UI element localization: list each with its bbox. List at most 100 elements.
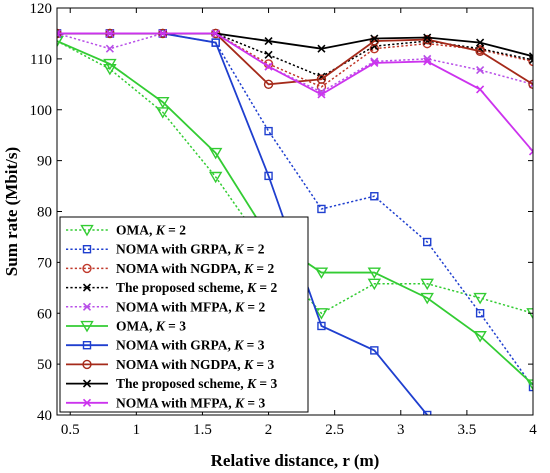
series-5 bbox=[57, 29, 533, 97]
data-point bbox=[314, 308, 329, 320]
legend-marker bbox=[82, 302, 92, 311]
data-point bbox=[317, 204, 326, 214]
data-point bbox=[370, 192, 379, 201]
y-tick-label: 80 bbox=[37, 205, 52, 221]
data-point bbox=[316, 74, 327, 84]
ticks-layer: 0.5 1 1.5 2 2.5 3 3.5 4 40 50 60 70 80 90 100 110 120 bbox=[30, 1, 538, 438]
y-axis-label: Sum rate (Mbit/s) bbox=[2, 147, 21, 276]
data-point bbox=[317, 87, 326, 97]
data-point bbox=[208, 147, 223, 160]
data-point bbox=[473, 331, 487, 343]
data-point bbox=[528, 147, 533, 156]
x-tick-label: 1 bbox=[133, 422, 141, 438]
y-tick-label: 90 bbox=[37, 154, 52, 170]
data-point bbox=[423, 33, 432, 42]
data-point bbox=[526, 379, 533, 391]
data-point bbox=[473, 292, 487, 305]
legend-item: NOMA with MFPA, K = 2 bbox=[66, 299, 265, 314]
data-point bbox=[105, 29, 114, 38]
legend-item: NOMA with GRPA, K = 3 bbox=[66, 338, 265, 353]
series-line bbox=[57, 32, 533, 93]
legend-label: NOMA with NGDPA, K = 3 bbox=[116, 357, 274, 372]
data-point bbox=[264, 62, 273, 71]
legend-label: OMA, K = 2 bbox=[116, 223, 186, 238]
legend-item: OMA, K = 3 bbox=[66, 319, 186, 334]
data-point bbox=[476, 85, 485, 94]
data-point bbox=[264, 37, 273, 46]
data-point bbox=[314, 267, 329, 279]
data-point bbox=[369, 36, 380, 46]
legend-marker bbox=[82, 283, 92, 292]
y-tick-label: 60 bbox=[37, 306, 52, 322]
x-axis-label: Relative distance, r (m) bbox=[211, 451, 380, 470]
data-point bbox=[370, 58, 379, 68]
legend-label: NOMA with NGDPA, K = 2 bbox=[116, 261, 274, 276]
data-point bbox=[528, 56, 533, 67]
legend-item: NOMA with MFPA, K = 3 bbox=[66, 395, 265, 410]
x-tick-label: 3.5 bbox=[458, 422, 477, 438]
legend-label: NOMA with MFPA, K = 3 bbox=[116, 395, 265, 410]
data-point bbox=[105, 44, 114, 53]
legend-marker bbox=[80, 320, 94, 333]
data-point bbox=[317, 44, 326, 53]
x-tick-label: 4 bbox=[529, 422, 537, 438]
legend-marker bbox=[82, 398, 92, 407]
legend-item: The proposed scheme, K = 2 bbox=[66, 280, 277, 295]
data-point bbox=[156, 97, 170, 109]
legend-label: OMA, K = 3 bbox=[116, 319, 186, 334]
data-point bbox=[264, 171, 273, 181]
legend-item: OMA, K = 2 bbox=[66, 223, 186, 238]
x-tick-label: 2 bbox=[265, 422, 273, 438]
data-point bbox=[528, 79, 533, 90]
legend-marker bbox=[82, 379, 92, 388]
legend-label: NOMA with MFPA, K = 2 bbox=[116, 299, 265, 314]
legend-label: NOMA with GRPA, K = 3 bbox=[116, 338, 265, 353]
data-point bbox=[422, 34, 432, 45]
data-point bbox=[476, 66, 485, 75]
data-point bbox=[317, 90, 326, 99]
data-point bbox=[57, 35, 64, 48]
data-point bbox=[211, 38, 220, 47]
x-tick-label: 0.5 bbox=[61, 422, 80, 438]
data-point bbox=[264, 126, 273, 136]
y-tick-label: 50 bbox=[37, 357, 52, 373]
data-point bbox=[420, 278, 434, 291]
series-10 bbox=[57, 29, 533, 156]
legend-label: The proposed scheme, K = 3 bbox=[116, 376, 277, 391]
data-point bbox=[475, 309, 485, 318]
data-point bbox=[423, 237, 432, 247]
legend: OMA, K = 2 NOMA with GRPA, K = 2 NOMA with… bbox=[59, 216, 309, 413]
data-point bbox=[370, 346, 379, 355]
series-line bbox=[57, 32, 533, 58]
legend-marker bbox=[82, 263, 92, 274]
data-point bbox=[208, 171, 223, 184]
y-tick-label: 110 bbox=[30, 52, 52, 68]
y-tick-label: 70 bbox=[37, 255, 52, 271]
legend-label: NOMA with GRPA, K = 2 bbox=[116, 242, 265, 257]
legend-item: NOMA with GRPA, K = 2 bbox=[66, 242, 265, 257]
x-tick-label: 2.5 bbox=[325, 422, 344, 438]
legend-marker bbox=[82, 359, 92, 370]
legend-marker bbox=[82, 244, 92, 254]
data-point bbox=[158, 29, 167, 38]
data-point bbox=[370, 34, 379, 43]
data-point bbox=[475, 46, 485, 56]
legend-item: The proposed scheme, K = 3 bbox=[66, 376, 277, 391]
legend-marker bbox=[80, 224, 94, 237]
legend-marker bbox=[82, 341, 92, 350]
y-tick-label: 40 bbox=[37, 408, 52, 424]
series-4 bbox=[57, 29, 533, 81]
data-point bbox=[263, 79, 274, 90]
data-point bbox=[211, 29, 220, 38]
data-point bbox=[264, 50, 273, 59]
legend-item: NOMA with NGDPA, K = 3 bbox=[66, 357, 274, 372]
data-point bbox=[367, 267, 382, 279]
y-tick-label: 100 bbox=[30, 103, 53, 119]
series-line bbox=[57, 32, 533, 153]
x-tick-label: 1.5 bbox=[193, 422, 212, 438]
x-tick-label: 3 bbox=[397, 422, 405, 438]
data-point bbox=[423, 410, 432, 415]
data-point bbox=[420, 292, 434, 305]
data-point bbox=[528, 382, 533, 392]
